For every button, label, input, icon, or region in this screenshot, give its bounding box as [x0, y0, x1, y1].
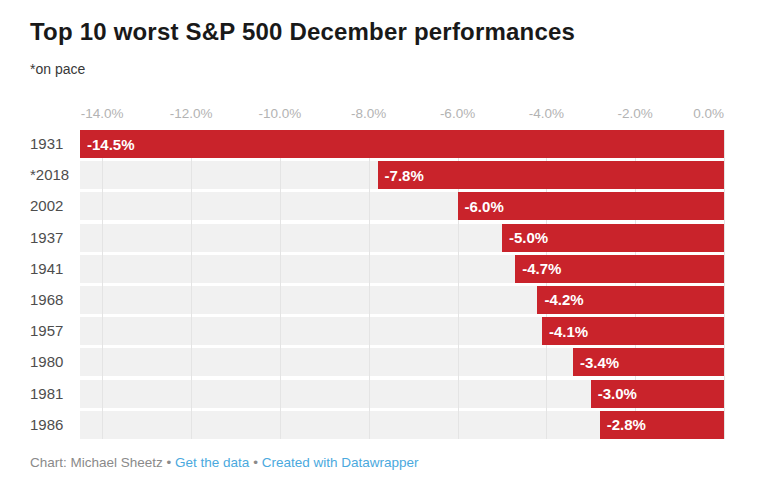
bar-value-label: -4.1%	[542, 323, 588, 340]
x-tick-label: -14.0%	[81, 106, 124, 121]
gridline	[724, 130, 725, 439]
x-axis: -14.0% -12.0% -10.0% -8.0% -6.0% -4.0% -2.0% 0.…	[80, 77, 724, 130]
x-tick-label: -2.0%	[618, 106, 653, 121]
year-label: 1968	[30, 286, 80, 317]
chart-row: 1980 -3.4%	[30, 348, 724, 379]
chart-body: 1931-14.5%*2018-7.8%2002-6.0%1937-5.0%19…	[30, 130, 724, 442]
year-label: 1986	[30, 411, 80, 442]
year-label: *2018	[30, 161, 80, 192]
year-label: 2002	[30, 192, 80, 223]
bar-value-label: -6.0%	[458, 198, 504, 215]
bar-value-label: -4.2%	[537, 291, 583, 308]
bar-value-label: -5.0%	[502, 229, 548, 246]
year-label: 1957	[30, 317, 80, 348]
x-tick-label: -4.0%	[529, 106, 564, 121]
chart-row: 1986 -2.8%	[30, 411, 724, 442]
bar-value-label: -14.5%	[80, 136, 135, 153]
bar[interactable]: -3.0%	[591, 380, 724, 408]
chart-row: 1957 -4.1%	[30, 317, 724, 348]
bar[interactable]: -2.8%	[600, 411, 724, 439]
chart-title: Top 10 worst S&P 500 December performanc…	[30, 18, 724, 46]
bar-value-label: -3.0%	[591, 385, 637, 402]
bar[interactable]: -4.7%	[515, 255, 724, 283]
bar-plot-area: -6.0%	[80, 192, 724, 223]
year-label: 1981	[30, 380, 80, 411]
bar-value-label: -2.8%	[600, 416, 646, 433]
datawrapper-link[interactable]: Created with Datawrapper	[262, 455, 419, 470]
year-label: 1941	[30, 255, 80, 286]
chart-row: 1968 -4.2%	[30, 286, 724, 317]
x-tick-label: -8.0%	[351, 106, 386, 121]
bar-value-label: -4.7%	[515, 260, 561, 277]
bar[interactable]: -6.0%	[458, 192, 724, 220]
year-label: 1937	[30, 224, 80, 255]
x-tick-label: 0.0%	[693, 106, 724, 121]
footer-separator: •	[253, 455, 258, 470]
bar-plot-area: -4.2%	[80, 286, 724, 317]
chart-header: Top 10 worst S&P 500 December performanc…	[0, 0, 768, 77]
bar-plot-area: -5.0%	[80, 224, 724, 255]
chart-row: 1981 -3.0%	[30, 380, 724, 411]
bar[interactable]: -5.0%	[502, 224, 724, 252]
x-tick-label: -12.0%	[170, 106, 213, 121]
chart-row: 2002 -6.0%	[30, 192, 724, 223]
bar[interactable]: -4.1%	[542, 317, 724, 345]
bar-plot-area: -2.8%	[80, 411, 724, 442]
credit-text: Chart: Michael Sheetz	[30, 455, 163, 470]
bar-plot-area: -14.5%	[80, 130, 724, 161]
bar-plot-area: -7.8%	[80, 161, 724, 192]
chart-card: Top 10 worst S&P 500 December performanc…	[0, 0, 768, 486]
bar-plot-area: -3.0%	[80, 380, 724, 411]
footer-separator: •	[167, 455, 172, 470]
bar[interactable]: -7.8%	[378, 161, 724, 189]
chart-row: *2018 -7.8%	[30, 161, 724, 192]
x-tick-label: -6.0%	[440, 106, 475, 121]
bar[interactable]: -3.4%	[573, 348, 724, 376]
bar-value-label: -7.8%	[378, 167, 424, 184]
chart-row: 1941 -4.7%	[30, 255, 724, 286]
get-the-data-link[interactable]: Get the data	[175, 455, 249, 470]
chart-footer: Chart: Michael Sheetz • Get the data • C…	[30, 455, 724, 470]
x-tick-label: -10.0%	[258, 106, 301, 121]
chart-subtitle: *on pace	[30, 61, 724, 77]
bar-plot-area: -4.1%	[80, 317, 724, 348]
chart-row: 1937 -5.0%	[30, 224, 724, 255]
year-label: 1980	[30, 348, 80, 379]
bar[interactable]: -14.5%	[80, 130, 724, 158]
bar-plot-area: -3.4%	[80, 348, 724, 379]
bar-value-label: -3.4%	[573, 354, 619, 371]
bar[interactable]: -4.2%	[537, 286, 724, 314]
chart-rows: 1931-14.5%*2018-7.8%2002-6.0%1937-5.0%19…	[30, 130, 724, 442]
bar-plot-area: -4.7%	[80, 255, 724, 286]
chart-row: 1931-14.5%	[30, 130, 724, 161]
bar-chart: -14.0% -12.0% -10.0% -8.0% -6.0% -4.0% -2.0% 0.…	[30, 77, 724, 442]
year-label: 1931	[30, 130, 80, 161]
